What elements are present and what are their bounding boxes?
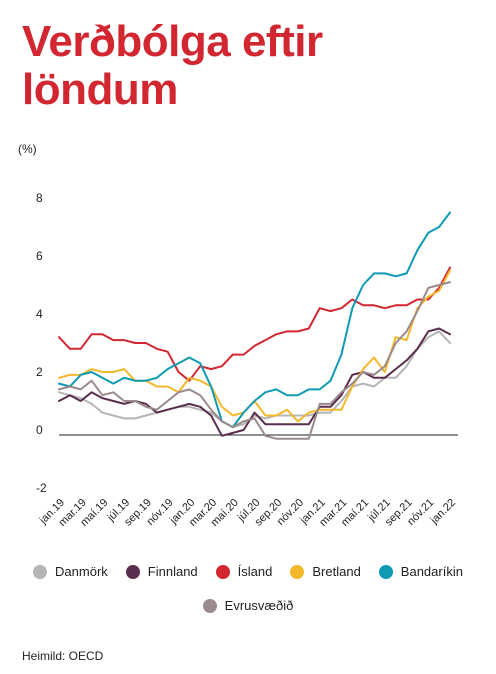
- legend-item: Evrusvæðið: [202, 598, 294, 613]
- y-axis-label: (%): [18, 142, 37, 156]
- legend-label: Finnland: [147, 564, 198, 579]
- y-tick-label: -2: [36, 481, 47, 495]
- legend-item: Finnland: [125, 564, 198, 579]
- y-tick-label: 0: [36, 423, 43, 437]
- series-line-evrusv-i-: [58, 281, 451, 440]
- legend-label: Ísland: [237, 564, 273, 579]
- legend-item: Bandaríkin: [378, 564, 463, 579]
- legend-dot-icon: [202, 598, 217, 613]
- legend-label: Bretland: [312, 564, 361, 579]
- series-line-finnland: [58, 327, 451, 437]
- legend-item: Bretland: [290, 564, 361, 579]
- legend-label: Bandaríkin: [400, 564, 463, 579]
- y-tick-label: 8: [36, 191, 43, 205]
- legend-item: Danmörk: [33, 564, 108, 579]
- y-tick-label: 6: [36, 249, 43, 263]
- legend-label: Danmörk: [55, 564, 108, 579]
- legend-row-2: Evrusvæðið: [0, 598, 496, 613]
- source-note: Heimild: OECD: [22, 649, 104, 663]
- series-line-bandar-kin: [58, 211, 451, 429]
- legend-dot-icon: [33, 564, 48, 579]
- chart-title: Verðbólga eftir löndum: [22, 17, 323, 114]
- y-tick-label: 2: [36, 365, 43, 379]
- y-tick-label: 4: [36, 307, 43, 321]
- legend-label: Evrusvæðið: [224, 598, 294, 613]
- chart-area: (%)-202468jan.19mar.19maí.19júl.19sep.19…: [18, 142, 458, 529]
- legend-dot-icon: [290, 564, 305, 579]
- series-line--sland: [58, 266, 451, 382]
- legend-dot-icon: [378, 564, 393, 579]
- legend-row-1: Danmörk Finnland Ísland Bretland Bandaríkin: [0, 564, 496, 579]
- legend-dot-icon: [215, 564, 230, 579]
- legend-item: Ísland: [215, 564, 273, 579]
- legend-dot-icon: [125, 564, 140, 579]
